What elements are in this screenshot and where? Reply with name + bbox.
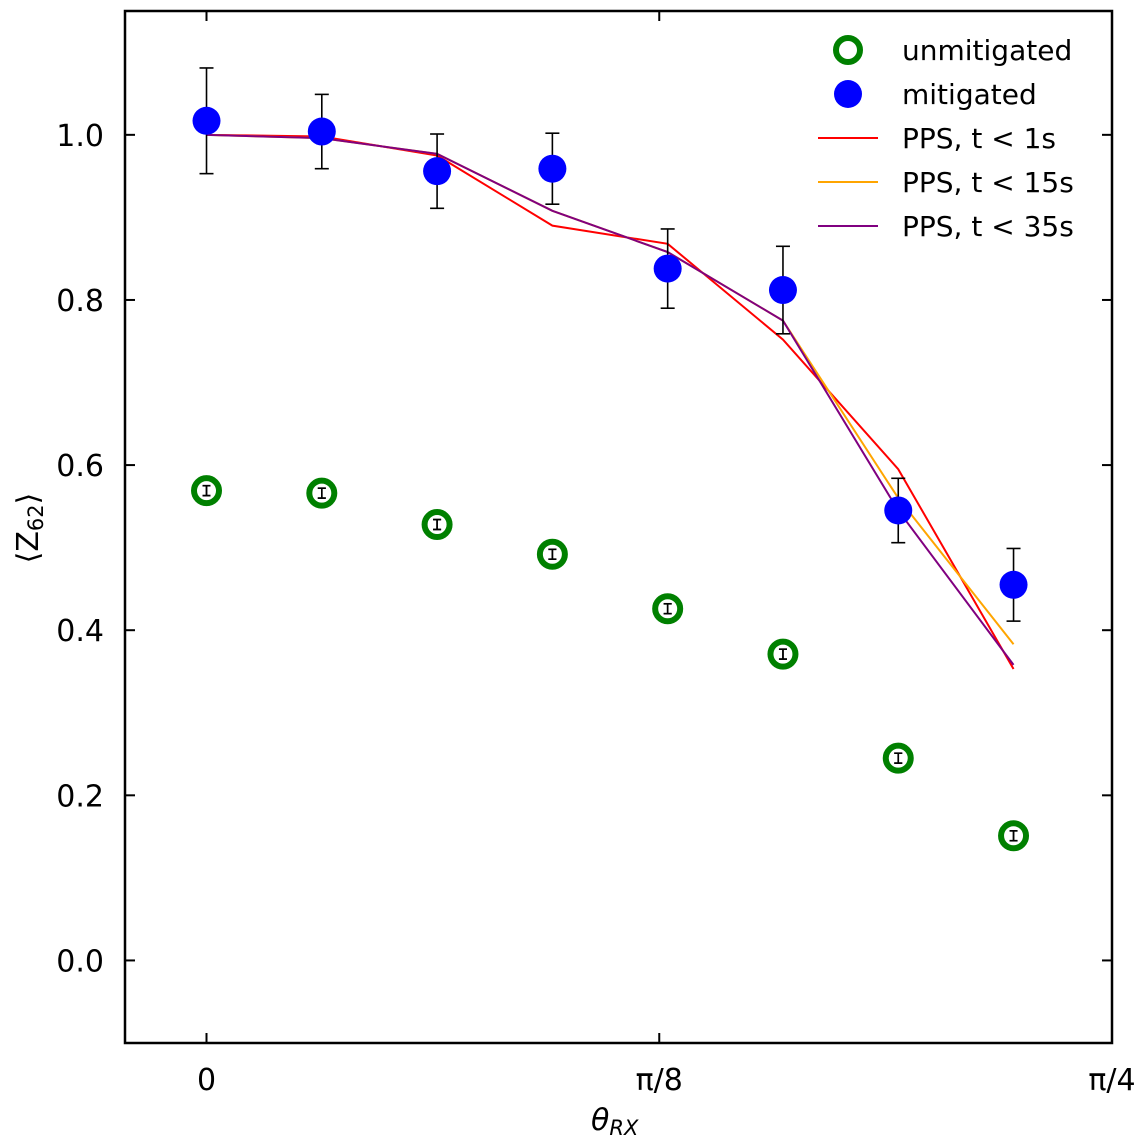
y-axis-label-sub: 62: [24, 504, 48, 531]
legend: unmitigated mitigated PPS, t < 1s PPS, t < …: [818, 34, 1074, 243]
mitigated-point: [423, 157, 452, 186]
series-line: [206, 133, 1015, 645]
y-tick-label: 0.0: [56, 944, 104, 979]
y-axis-label-close: ⟩: [11, 493, 46, 505]
legend-label: mitigated: [902, 78, 1037, 111]
legend-marker-unmitigated: [833, 35, 863, 65]
x-axis-label: θRX: [591, 1103, 639, 1140]
unmitigated-point: [191, 475, 223, 507]
legend-label: unmitigated: [902, 34, 1072, 67]
unmitigated-point: [652, 593, 684, 625]
legend-label: PPS, t < 35s: [902, 210, 1074, 243]
y-axis-label-open: ⟨Z: [11, 531, 46, 563]
x-axis-label-sub: RX: [609, 1116, 639, 1140]
y-tick-label: 1.0: [56, 119, 104, 154]
unmitigated-point: [882, 742, 914, 774]
x-axis-label-main: θ: [591, 1103, 609, 1138]
data-points-layer: [191, 106, 1030, 852]
unmitigated-point: [767, 638, 799, 670]
y-tick-label: 0.2: [56, 779, 104, 814]
series-line: [206, 133, 1015, 666]
x-tick-label: π/8: [636, 1063, 683, 1098]
mitigated-point: [192, 106, 221, 135]
series-line: [206, 133, 1015, 670]
ticks-layer: 0 π/8 π/4 0.0 0.2 0.4 0.6 0.8 1.0: [56, 11, 1136, 1098]
mitigated-point: [538, 154, 567, 183]
unmitigated-point: [421, 509, 453, 541]
y-tick-label: 0.8: [56, 284, 104, 319]
y-axis-label: ⟨Z62⟩: [11, 493, 48, 564]
unmitigated-point: [536, 538, 568, 570]
mitigated-point: [307, 117, 336, 146]
x-tick-label: 0: [197, 1063, 216, 1098]
y-tick-label: 0.6: [56, 449, 104, 484]
mitigated-point: [999, 570, 1028, 599]
mitigated-point: [653, 254, 682, 283]
y-tick-label: 0.4: [56, 614, 104, 649]
mitigated-point: [768, 276, 797, 305]
series-lines-layer: [206, 133, 1015, 670]
error-bars-layer: [199, 67, 1021, 842]
plot-frame: [123, 9, 1114, 1045]
unmitigated-point: [998, 820, 1030, 852]
legend-marker-mitigated: [834, 80, 862, 108]
legend-label: PPS, t < 15s: [902, 166, 1074, 199]
legend-label: PPS, t < 1s: [902, 122, 1056, 155]
x-tick-label: π/4: [1088, 1063, 1135, 1098]
mitigated-point: [884, 496, 913, 525]
unmitigated-point: [306, 477, 338, 509]
